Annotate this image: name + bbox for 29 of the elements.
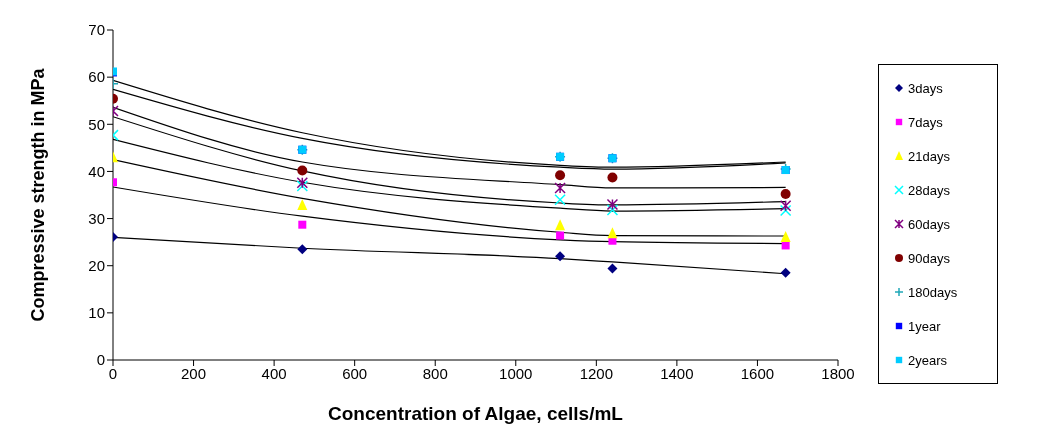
y-tick-label: 60 [88,68,105,86]
x-axis-title: Concentration of Algae, cells/mL [328,403,624,424]
legend-label: 21days [908,148,950,164]
legend-label: 60days [908,216,950,232]
x-tick-label: 1000 [499,364,533,382]
y-tick-label: 0 [96,351,105,369]
y-tick-label: 40 [88,162,105,180]
x-tick-label: 1400 [660,364,694,382]
legend-label: 90days [908,250,950,266]
y-axis-title: Compressive strength in MPa [28,67,49,322]
legend-label: 3days [908,80,943,96]
legend-label: 180days [908,284,958,300]
x-tick-label: 400 [261,364,287,382]
x-tick-label: 1200 [579,364,614,382]
legend-label: 7days [908,114,943,130]
x-tick-label: 200 [181,364,207,382]
x-tick-label: 1800 [821,364,855,382]
y-tick-label: 30 [88,209,105,227]
x-tick-label: 800 [422,364,448,382]
y-tick-label: 70 [88,21,105,39]
y-tick-label: 20 [88,257,105,275]
y-tick-label: 10 [88,304,105,322]
y-tick-label: 50 [88,115,105,133]
legend-label: 28days [908,182,950,198]
x-tick-label: 600 [342,364,368,382]
legend-label: 2years [908,352,948,368]
legend-label: 1year [908,318,941,334]
x-tick-label: 1600 [740,364,775,382]
x-tick-label: 0 [108,364,118,382]
